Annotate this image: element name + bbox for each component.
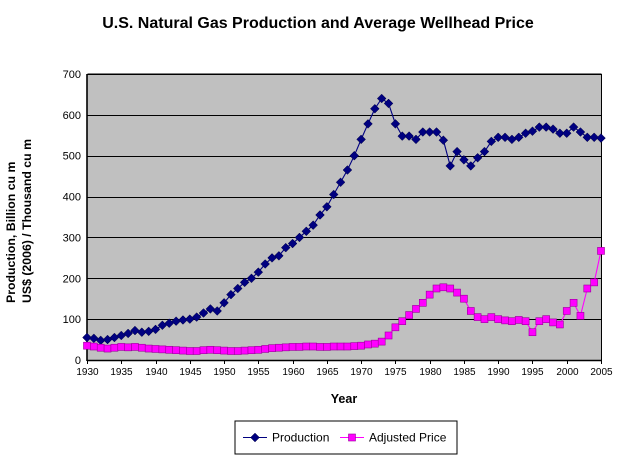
- svg-text:2005: 2005: [590, 367, 613, 378]
- svg-text:2000: 2000: [556, 367, 579, 378]
- svg-text:700: 700: [63, 69, 81, 81]
- svg-text:1980: 1980: [419, 367, 442, 378]
- svg-text:1945: 1945: [179, 367, 202, 378]
- svg-text:1950: 1950: [213, 367, 236, 378]
- svg-text:Production: Production: [272, 431, 329, 445]
- svg-text:1930: 1930: [76, 367, 99, 378]
- svg-text:1990: 1990: [487, 367, 510, 378]
- svg-text:1935: 1935: [110, 367, 133, 378]
- svg-text:1965: 1965: [316, 367, 339, 378]
- svg-text:0: 0: [75, 355, 81, 367]
- svg-text:200: 200: [63, 273, 81, 285]
- svg-text:1955: 1955: [247, 367, 270, 378]
- svg-text:400: 400: [63, 192, 81, 204]
- svg-text:1960: 1960: [282, 367, 305, 378]
- svg-text:Adjusted Price: Adjusted Price: [369, 431, 447, 445]
- svg-text:600: 600: [63, 110, 81, 122]
- svg-text:1995: 1995: [521, 367, 544, 378]
- svg-text:1970: 1970: [350, 367, 373, 378]
- svg-text:300: 300: [63, 232, 81, 244]
- svg-text:100: 100: [63, 314, 81, 326]
- svg-text:1940: 1940: [145, 367, 168, 378]
- svg-text:1985: 1985: [453, 367, 476, 378]
- svg-text:1975: 1975: [384, 367, 407, 378]
- svg-text:500: 500: [63, 151, 81, 163]
